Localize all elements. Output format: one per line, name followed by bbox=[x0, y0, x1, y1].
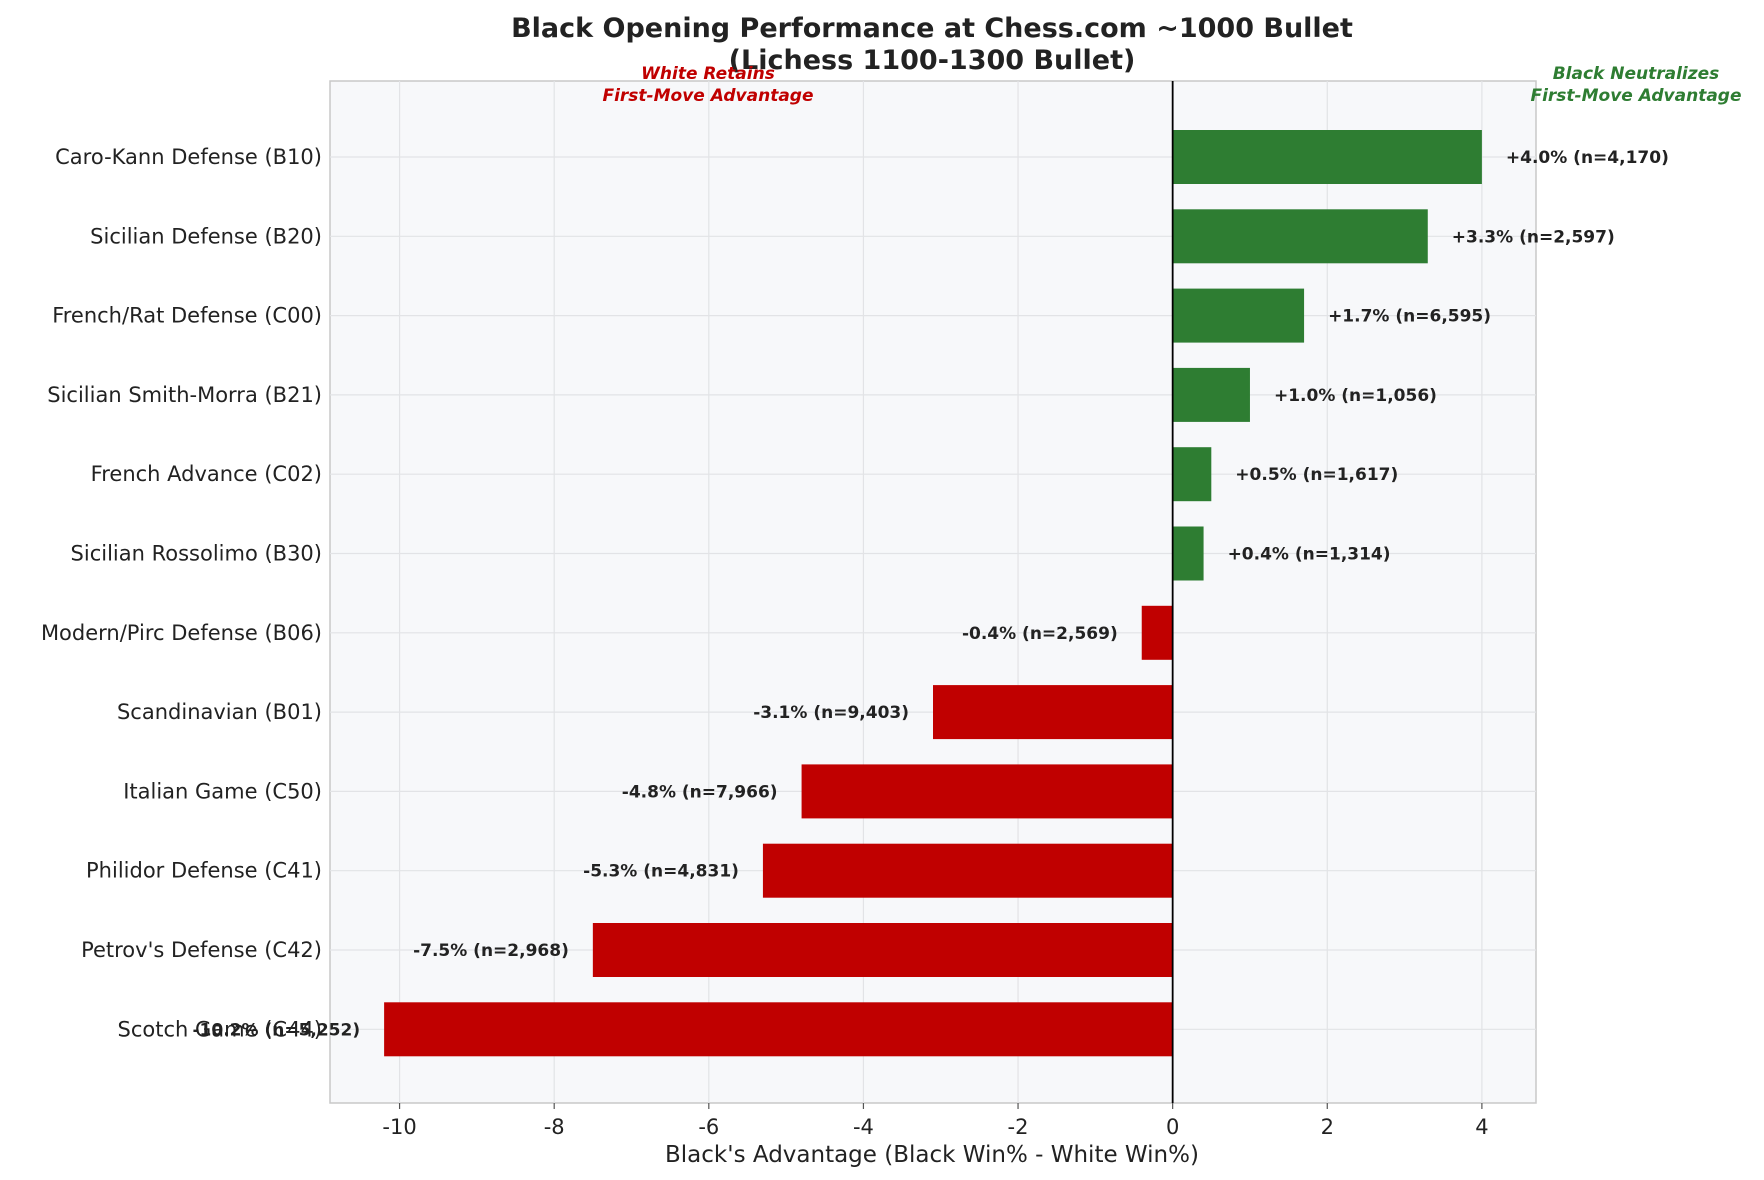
x-tick-label: -4 bbox=[853, 1115, 874, 1139]
x-tick-label: 2 bbox=[1321, 1115, 1334, 1139]
bar bbox=[1172, 526, 1204, 581]
bars bbox=[384, 130, 1482, 1057]
bar bbox=[762, 843, 1173, 898]
bar-value-label: -3.1% (n=9,403) bbox=[753, 703, 909, 723]
bar-value-label: +0.4% (n=1,314) bbox=[1228, 545, 1391, 565]
bar bbox=[1172, 209, 1428, 264]
white-retains-label-line1: White Retains bbox=[641, 64, 775, 84]
bar-value-label: -7.5% (n=2,968) bbox=[413, 941, 569, 961]
bar bbox=[933, 685, 1173, 740]
y-category-label: Italian Game (C50) bbox=[123, 779, 322, 803]
y-category-label: Scotch Game (C44) bbox=[118, 1017, 322, 1041]
bar-value-label: +3.3% (n=2,597) bbox=[1452, 227, 1615, 247]
y-category-label: Sicilian Smith-Morra (B21) bbox=[47, 383, 322, 407]
x-axis-ticks: -10 -8 -6 -4 -2 0 2 4 bbox=[382, 1103, 1489, 1139]
bar-value-label: +1.0% (n=1,056) bbox=[1274, 386, 1437, 406]
y-category-label: Scandinavian (B01) bbox=[117, 700, 322, 724]
x-axis-label: Black's Advantage (Black Win% - White Wi… bbox=[665, 1142, 1199, 1168]
bar bbox=[384, 1002, 1173, 1057]
black-neutralizes-label-line1: Black Neutralizes bbox=[1553, 64, 1720, 84]
bar bbox=[801, 764, 1173, 819]
y-category-label: French Advance (C02) bbox=[91, 462, 322, 486]
y-category-label: French/Rat Defense (C00) bbox=[52, 304, 322, 328]
x-tick-label: 0 bbox=[1166, 1115, 1179, 1139]
bar-value-label: -0.4% (n=2,569) bbox=[962, 624, 1118, 644]
bar bbox=[1172, 288, 1305, 343]
value-labels: +4.0% (n=4,170) +3.3% (n=2,597) +1.7% (n=6… bbox=[193, 148, 1669, 1040]
bar-value-label: -10.2% (n=5,252) bbox=[193, 1020, 361, 1040]
bar bbox=[1172, 447, 1212, 502]
x-tick-label: -2 bbox=[1008, 1115, 1029, 1139]
chart-title-line1: Black Opening Performance at Chess.com ~… bbox=[511, 13, 1353, 44]
bar bbox=[1172, 367, 1250, 422]
bar-value-label: +4.0% (n=4,170) bbox=[1506, 148, 1669, 168]
y-category-label: Philidor Defense (C41) bbox=[86, 859, 322, 883]
x-tick-label: -10 bbox=[382, 1115, 416, 1139]
black-neutralizes-label-line2: First-Move Advantage bbox=[1530, 86, 1741, 106]
y-category-label: Sicilian Rossolimo (B30) bbox=[71, 542, 322, 566]
y-category-label: Modern/Pirc Defense (B06) bbox=[41, 621, 322, 645]
bar bbox=[592, 923, 1173, 977]
y-axis-labels: Caro-Kann Defense (B10) Sicilian Defense … bbox=[41, 145, 322, 1041]
bar bbox=[1172, 130, 1482, 184]
bar bbox=[1141, 605, 1173, 660]
bar-value-label: +1.7% (n=6,595) bbox=[1328, 307, 1491, 327]
x-tick-label: -6 bbox=[698, 1115, 719, 1139]
bar-value-label: -4.8% (n=7,966) bbox=[622, 782, 778, 802]
y-category-label: Sicilian Defense (B20) bbox=[90, 224, 322, 248]
bar-value-label: -5.3% (n=4,831) bbox=[583, 862, 739, 882]
y-category-label: Caro-Kann Defense (B10) bbox=[55, 145, 322, 169]
white-retains-label-line2: First-Move Advantage bbox=[602, 86, 813, 106]
x-tick-label: 4 bbox=[1475, 1115, 1488, 1139]
x-tick-label: -8 bbox=[544, 1115, 565, 1139]
bar-value-label: +0.5% (n=1,617) bbox=[1235, 465, 1398, 485]
y-category-label: Petrov's Defense (C42) bbox=[81, 938, 322, 962]
chart-title-line2: (Lichess 1100-1300 Bullet) bbox=[729, 45, 1136, 76]
